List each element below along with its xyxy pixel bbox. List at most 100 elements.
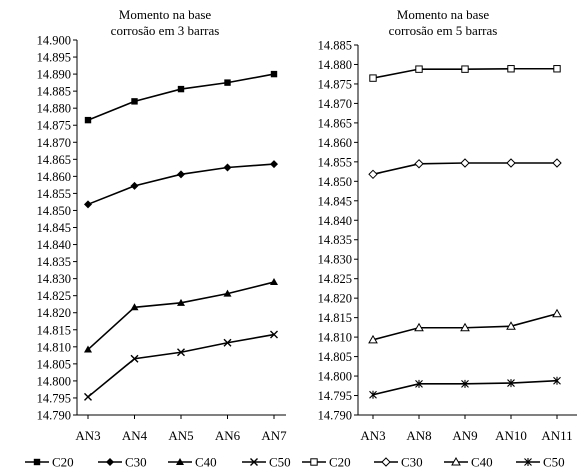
data-point <box>224 79 231 86</box>
chart-left-xtick-label: AN4 <box>122 428 148 443</box>
chart-left-ytick-label: 14.790 <box>37 409 71 423</box>
chart-left-title-line-2: corrosão em 3 barras <box>111 23 220 38</box>
data-point <box>461 65 469 73</box>
chart-left-legend-item-C40: C40 <box>168 455 217 470</box>
chart-left-ytick-label: 14.860 <box>37 170 71 184</box>
chart-right-title-line-2: corrosão em 5 barras <box>389 23 498 38</box>
data-point <box>368 169 378 180</box>
legend-marker <box>381 457 391 467</box>
data-point <box>552 158 562 168</box>
data-point <box>177 348 185 357</box>
data-point <box>270 70 278 78</box>
chart-right-legend-item-C40: C40 <box>444 455 493 470</box>
chart-right-xtick-label: AN10 <box>495 428 527 443</box>
chart-right-ytick-label: 14.845 <box>318 194 352 208</box>
legend-label: C30 <box>401 455 423 470</box>
data-point <box>506 158 516 168</box>
chart-left-ytick-label: 14.870 <box>37 136 71 150</box>
chart-left-ytick-label: 14.855 <box>37 187 71 201</box>
chart-left: Momento na base corrosão em 3 barras <box>111 7 220 38</box>
chart-right-legend-item-C50: C50 <box>516 455 565 470</box>
data-point <box>130 181 139 190</box>
data-point <box>415 65 423 73</box>
chart-left-ytick-label: 14.875 <box>37 119 71 133</box>
chart-right-xtick-label: AN3 <box>360 428 385 443</box>
legend-marker <box>524 458 532 466</box>
data-point <box>177 298 185 306</box>
data-point <box>84 392 92 401</box>
data-point <box>270 278 278 286</box>
data-point <box>177 85 185 93</box>
chart-left-ytick-label: 14.840 <box>37 238 71 252</box>
data-point <box>130 354 139 363</box>
chart-right-ytick-label: 14.790 <box>318 409 352 423</box>
chart-right-ytick-label: 14.815 <box>318 311 352 325</box>
data-point <box>270 160 278 169</box>
data-point <box>223 338 232 347</box>
chart-left-legend-item-C50: C50 <box>242 455 291 470</box>
chart-right-series-C50 <box>369 376 561 399</box>
data-point <box>507 379 515 388</box>
data-point <box>506 321 516 330</box>
chart-right-series-C30 <box>368 158 562 180</box>
data-point <box>369 74 377 82</box>
data-point <box>460 322 470 332</box>
chart-right-title-line-1: Momento na base <box>397 7 490 22</box>
series-line <box>87 73 275 121</box>
chart-left-xtick-label: AN7 <box>261 428 287 443</box>
chart-left-ytick-label: 14.805 <box>37 357 71 371</box>
data-point <box>460 158 470 168</box>
chart-left-ytick-label: 14.795 <box>37 391 71 405</box>
chart-left-legend-item-C20: C20 <box>25 455 74 470</box>
legend-marker <box>451 456 461 466</box>
chart-left-ytick-label: 14.885 <box>37 85 71 99</box>
chart-left-ytick-label: 14.835 <box>37 255 71 269</box>
chart-left-series-C30 <box>84 160 278 209</box>
data-point <box>553 376 561 385</box>
chart-right-ytick-label: 14.870 <box>318 97 352 111</box>
chart-right: Momento na base corrosão em 5 barras <box>389 7 498 38</box>
data-point <box>368 334 378 344</box>
data-point <box>270 330 278 339</box>
chart-right-ytick-label: 14.885 <box>318 39 352 53</box>
data-point <box>552 308 562 318</box>
chart-right-ytick-label: 14.830 <box>318 253 352 267</box>
data-point <box>414 322 424 332</box>
chart-right-ytick-label: 14.805 <box>318 350 352 364</box>
chart-right-ytick-label: 14.795 <box>318 389 352 403</box>
chart-right-series-C20 <box>369 65 561 82</box>
chart-left-ytick-label: 14.890 <box>37 68 71 82</box>
chart-right-ytick-label: 14.865 <box>318 116 352 130</box>
chart-right-plot: 14.790 14.795 14.800 14.805 14.810 14.815 14.8… <box>318 39 577 443</box>
legend-label: C50 <box>269 455 291 470</box>
legend-marker <box>310 458 318 466</box>
chart-right-ytick-label: 14.855 <box>318 155 352 169</box>
chart-right-ytick-label: 14.800 <box>318 370 352 384</box>
legend-label: C40 <box>471 455 493 470</box>
chart-left-ytick-label: 14.820 <box>37 306 71 320</box>
chart-left-ytick-label: 14.895 <box>37 51 71 65</box>
data-point <box>131 98 138 105</box>
legend-label: C50 <box>543 455 565 470</box>
data-point <box>415 379 423 388</box>
data-point <box>84 200 92 209</box>
data-point <box>84 116 92 124</box>
chart-left-plot: 14.790 14.795 14.800 14.805 14.810 14.815 14.8… <box>37 34 288 444</box>
chart-right-ytick-label: 14.810 <box>318 331 352 345</box>
chart-right-ytick-label: 14.875 <box>318 77 352 91</box>
legend-label: C40 <box>195 455 217 470</box>
data-point <box>414 159 424 169</box>
series-line <box>87 163 275 206</box>
data-point <box>177 170 185 179</box>
data-point <box>507 65 515 73</box>
chart-left-ytick-label: 14.850 <box>37 204 71 218</box>
data-point <box>461 379 469 388</box>
chart-right-ytick-label: 14.835 <box>318 233 352 247</box>
legend-marker <box>176 458 184 465</box>
data-point <box>223 289 232 297</box>
chart-right-series-C40 <box>368 308 562 344</box>
chart-left-ytick-label: 14.880 <box>37 102 71 116</box>
chart-right-ytick-label: 14.825 <box>318 272 352 286</box>
chart-right-xtick-label: AN9 <box>452 428 477 443</box>
